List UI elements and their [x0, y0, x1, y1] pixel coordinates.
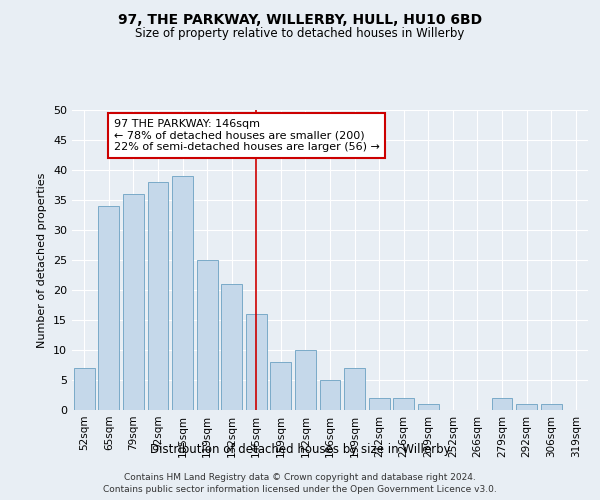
Bar [221, 284, 242, 410]
Bar [172, 176, 193, 410]
Bar [418, 404, 439, 410]
Bar [516, 404, 537, 410]
Bar [368, 398, 389, 410]
Text: Distribution of detached houses by size in Willerby: Distribution of detached houses by size … [149, 442, 451, 456]
Bar [541, 404, 562, 410]
Bar [295, 350, 316, 410]
Bar [246, 314, 267, 410]
Text: 97, THE PARKWAY, WILLERBY, HULL, HU10 6BD: 97, THE PARKWAY, WILLERBY, HULL, HU10 6B… [118, 12, 482, 26]
Text: Contains HM Land Registry data © Crown copyright and database right 2024.: Contains HM Land Registry data © Crown c… [124, 472, 476, 482]
Bar [74, 368, 95, 410]
Bar [98, 206, 119, 410]
Bar [320, 380, 340, 410]
Bar [123, 194, 144, 410]
Bar [197, 260, 218, 410]
Bar [148, 182, 169, 410]
Bar [344, 368, 365, 410]
Text: Contains public sector information licensed under the Open Government Licence v3: Contains public sector information licen… [103, 485, 497, 494]
Text: Size of property relative to detached houses in Willerby: Size of property relative to detached ho… [136, 28, 464, 40]
Bar [491, 398, 512, 410]
Bar [271, 362, 292, 410]
Text: 97 THE PARKWAY: 146sqm
← 78% of detached houses are smaller (200)
22% of semi-de: 97 THE PARKWAY: 146sqm ← 78% of detached… [114, 119, 380, 152]
Y-axis label: Number of detached properties: Number of detached properties [37, 172, 47, 348]
Bar [393, 398, 414, 410]
